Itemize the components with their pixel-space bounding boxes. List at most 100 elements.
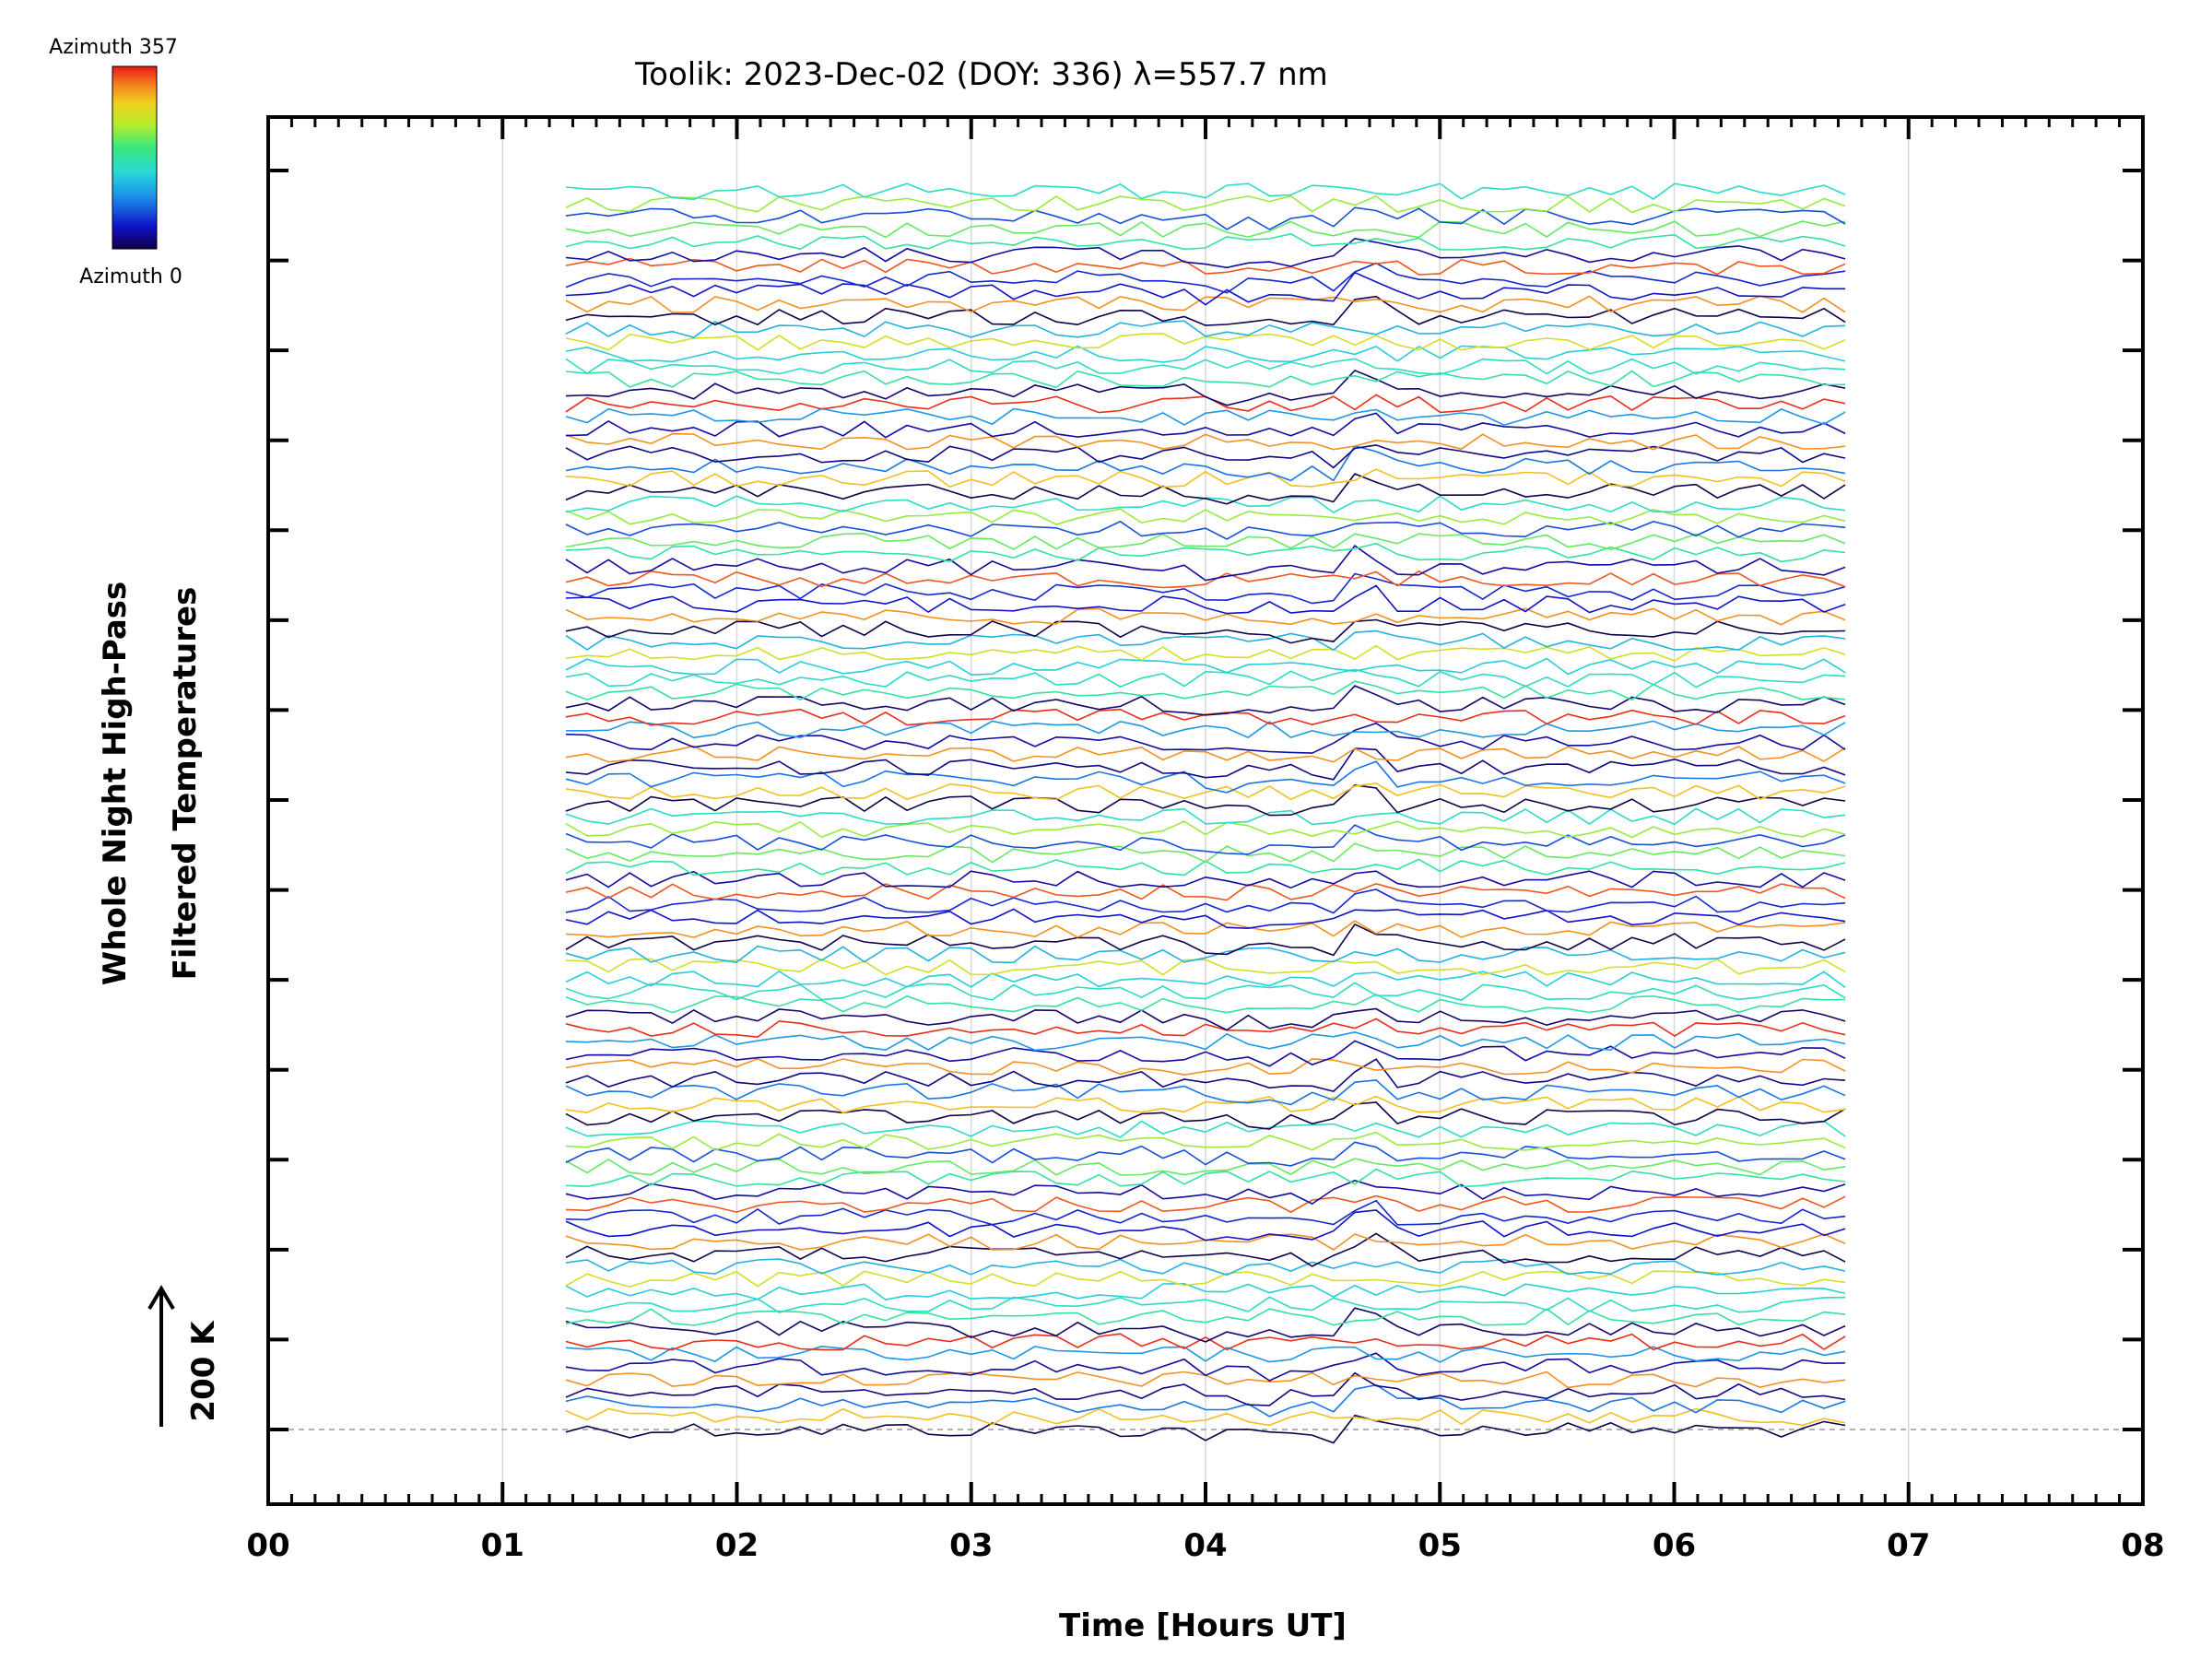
trace — [565, 1040, 1846, 1067]
x-tick-label: 03 — [949, 1527, 993, 1564]
trace — [565, 1296, 1846, 1313]
trace — [565, 745, 1846, 763]
trace — [565, 920, 1846, 938]
trace — [565, 1232, 1846, 1267]
chart-title: Toolik: 2023-Dec-02 (DOY: 336) λ=557.7 n… — [634, 56, 1328, 93]
trace — [565, 888, 1846, 914]
trace — [565, 1120, 1846, 1139]
trace — [565, 407, 1846, 427]
trace — [565, 1007, 1846, 1031]
trace — [565, 607, 1846, 626]
y-axis-label-line1: Whole Night High-Pass — [97, 582, 134, 986]
y-axis-label: Whole Night High-Pass Filtered Temperatu… — [97, 582, 204, 986]
trace — [565, 747, 1846, 781]
scale-bar-arrow-head — [147, 1285, 175, 1311]
trace — [565, 369, 1846, 406]
trace — [565, 345, 1846, 363]
trace — [565, 320, 1846, 338]
trace — [565, 257, 1846, 276]
trace — [565, 882, 1846, 901]
trace — [565, 783, 1846, 817]
trace — [565, 1333, 1846, 1351]
trace — [565, 923, 1846, 957]
trace — [565, 858, 1846, 877]
trace — [565, 542, 1846, 563]
x-tick-label: 05 — [1418, 1527, 1462, 1564]
trace — [565, 182, 1846, 201]
trace — [565, 1131, 1846, 1151]
trace — [565, 1345, 1846, 1363]
trace — [565, 1383, 1846, 1418]
trace — [565, 680, 1846, 701]
trace — [565, 1030, 1846, 1052]
trace — [565, 1101, 1846, 1130]
trace — [565, 358, 1846, 376]
x-tick-label: 00 — [246, 1527, 289, 1564]
trace — [565, 958, 1846, 976]
trace — [565, 262, 1846, 294]
trace — [565, 982, 1846, 1002]
trace — [565, 444, 1846, 469]
trace — [565, 468, 1846, 488]
x-tick-label: 07 — [1887, 1527, 1930, 1564]
trace — [565, 970, 1846, 989]
trace — [565, 520, 1846, 540]
trace — [565, 295, 1846, 326]
trace — [565, 644, 1846, 662]
trace — [565, 1079, 1846, 1106]
x-tick-label: 01 — [481, 1527, 524, 1564]
trace — [565, 1168, 1846, 1188]
trace — [565, 1141, 1846, 1167]
trace — [565, 508, 1846, 526]
traces — [565, 182, 1846, 1444]
trace — [565, 807, 1846, 826]
trace — [565, 1180, 1846, 1206]
trace — [565, 1199, 1846, 1226]
trace — [565, 533, 1846, 551]
trace — [565, 668, 1846, 688]
scale-bar-label: 200 K — [185, 1320, 222, 1422]
trace — [565, 1194, 1846, 1214]
trace — [565, 1258, 1846, 1277]
trace — [565, 870, 1846, 889]
trace — [565, 994, 1846, 1014]
x-axis-label: Time [Hours UT] — [1059, 1607, 1347, 1644]
trace — [565, 271, 1846, 306]
trace — [565, 432, 1846, 451]
trace — [565, 629, 1846, 652]
colorbar-top-label: Azimuth 357 — [49, 36, 178, 59]
colorbar-gradient — [112, 65, 158, 250]
colorbar: Azimuth 357 Azimuth 0 — [49, 36, 182, 288]
trace — [565, 1270, 1846, 1288]
trace — [565, 1307, 1846, 1343]
trace — [565, 618, 1846, 644]
trace — [565, 206, 1846, 230]
trace — [565, 908, 1846, 930]
trace — [565, 1352, 1846, 1382]
trace — [565, 1308, 1846, 1326]
y-axis — [268, 169, 2143, 1431]
x-tick-label: 02 — [715, 1527, 759, 1564]
y-axis-label-line2: Filtered Temperatures — [167, 587, 204, 981]
trace — [565, 1158, 1846, 1176]
trace — [565, 820, 1846, 839]
trace — [565, 1282, 1846, 1301]
trace — [565, 722, 1846, 754]
trace — [565, 295, 1846, 313]
trace — [565, 824, 1846, 855]
trace — [565, 1414, 1846, 1444]
colorbar-bottom-label: Azimuth 0 — [79, 265, 182, 288]
x-tick-label: 06 — [1653, 1527, 1696, 1564]
scale-bar: 200 K — [147, 1285, 222, 1427]
trace — [565, 545, 1846, 582]
trace — [565, 1057, 1846, 1077]
trace — [565, 232, 1846, 251]
trace — [565, 570, 1846, 589]
trace — [565, 237, 1846, 269]
x-tick-label: 04 — [1183, 1527, 1227, 1564]
trace — [565, 1407, 1846, 1427]
x-tick-label: 08 — [2121, 1527, 2164, 1564]
trace — [565, 220, 1846, 239]
trace — [565, 782, 1846, 801]
